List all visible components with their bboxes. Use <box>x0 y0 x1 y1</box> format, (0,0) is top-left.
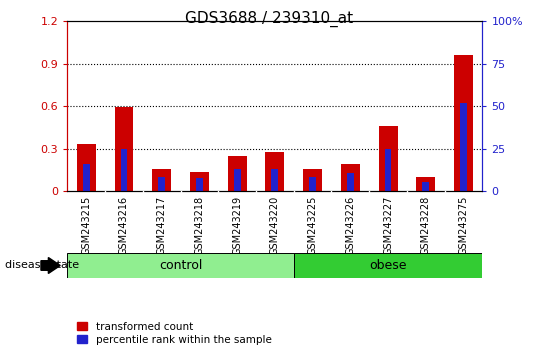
Legend: transformed count, percentile rank within the sample: transformed count, percentile rank withi… <box>73 317 275 349</box>
Text: GSM243275: GSM243275 <box>459 196 468 255</box>
Bar <box>385 149 391 191</box>
Bar <box>67 253 294 278</box>
Text: GSM243228: GSM243228 <box>421 196 431 255</box>
Bar <box>234 169 240 191</box>
Text: GDS3688 / 239310_at: GDS3688 / 239310_at <box>185 11 354 27</box>
Bar <box>266 152 285 191</box>
Text: obese: obese <box>369 259 407 272</box>
Bar <box>115 107 134 191</box>
Bar <box>341 164 360 191</box>
Bar <box>228 156 247 191</box>
Bar <box>303 169 322 191</box>
Text: GSM243216: GSM243216 <box>119 196 129 255</box>
Bar <box>379 126 398 191</box>
Text: GSM243220: GSM243220 <box>270 196 280 255</box>
Bar <box>83 164 89 191</box>
Bar <box>309 177 316 191</box>
Bar <box>121 149 127 191</box>
Bar <box>272 169 278 191</box>
Text: GSM243225: GSM243225 <box>308 196 317 255</box>
Bar <box>460 103 467 191</box>
Bar <box>454 55 473 191</box>
Text: GSM243215: GSM243215 <box>81 196 91 255</box>
Bar <box>190 172 209 191</box>
Text: control: control <box>159 259 202 272</box>
Text: disease state: disease state <box>5 261 80 270</box>
Text: GSM243217: GSM243217 <box>157 196 167 255</box>
Bar <box>294 253 482 278</box>
Bar <box>77 144 96 191</box>
Bar <box>417 177 436 191</box>
Bar <box>158 177 165 191</box>
Bar <box>347 173 354 191</box>
Text: GSM243219: GSM243219 <box>232 196 242 255</box>
Bar <box>153 169 171 191</box>
Bar <box>423 182 429 191</box>
Bar <box>196 178 203 191</box>
Text: GSM243218: GSM243218 <box>195 196 204 255</box>
FancyArrow shape <box>41 258 60 273</box>
Text: GSM243227: GSM243227 <box>383 196 393 255</box>
Text: GSM243226: GSM243226 <box>345 196 355 255</box>
